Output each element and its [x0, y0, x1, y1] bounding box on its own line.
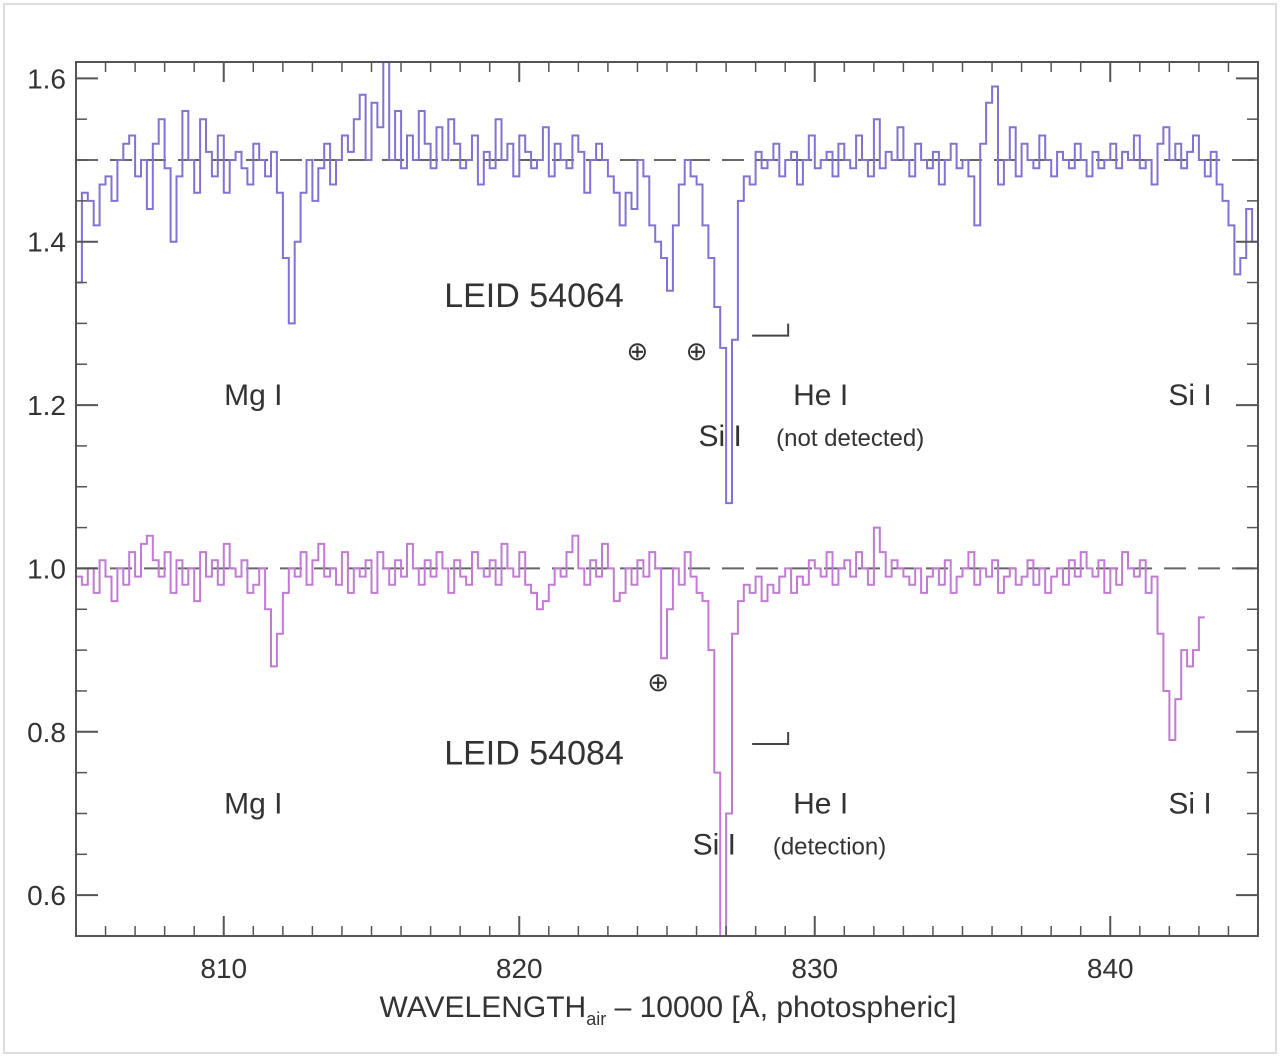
x-tick-label: 820	[496, 953, 543, 984]
y-tick-label: 1.4	[27, 227, 66, 258]
series-line-1	[76, 526, 1205, 936]
annotation-label: Si I	[1168, 379, 1211, 412]
annotation-label: (not detected)	[776, 425, 924, 452]
x-tick-label: 810	[200, 953, 247, 984]
series-layer	[76, 62, 1258, 936]
telluric-marker-icon: ⊕	[686, 336, 708, 366]
figure-frame	[3, 3, 1277, 1054]
x-axis-label: WAVELENGTHair – 10000 [Å, photospheric]	[380, 991, 957, 1029]
reference-lines	[76, 159, 1258, 570]
annotation-label: LEID 54064	[444, 277, 624, 315]
annotation-label: He I	[793, 379, 848, 412]
annotation-label: Mg I	[224, 379, 282, 412]
x-axis-label-rest: – 10000 [Å, photospheric]	[606, 991, 956, 1024]
y-tick-label: 1.0	[27, 553, 66, 584]
y-tick-label: 0.6	[27, 880, 66, 911]
y-tick-label: 1.6	[27, 63, 66, 94]
annotations: LEID 54064 Mg I Si I He I (not detected) Si I…	[224, 277, 1212, 861]
annotation-label: LEID 54084	[444, 734, 624, 772]
telluric-marker-icon: ⊕	[627, 336, 649, 366]
annotation-label: Si I	[693, 828, 736, 861]
he-line-marker-icon	[752, 323, 790, 337]
x-axis-label-main: WAVELENGTH	[380, 991, 587, 1024]
annotation-label: Mg I	[224, 787, 282, 820]
annotation-label: (detection)	[773, 833, 886, 860]
he-line-marker-icon	[752, 732, 790, 746]
annotation-label: He I	[793, 787, 848, 820]
annotation-label: Si I	[699, 420, 742, 453]
series-line-0	[76, 62, 1258, 505]
annotation-label: Si I	[1168, 787, 1211, 820]
x-tick-label: 830	[791, 953, 838, 984]
y-tick-label: 1.2	[27, 390, 66, 421]
axis-ticks: 810 820 830 840 0.6 0.8 1.0 1.2 1.4 1.6	[27, 62, 1259, 984]
y-tick-label: 0.8	[27, 717, 66, 748]
x-axis-label-sub: air	[586, 1009, 606, 1029]
x-tick-label: 840	[1087, 953, 1134, 984]
telluric-marker-icon: ⊕	[647, 667, 669, 697]
